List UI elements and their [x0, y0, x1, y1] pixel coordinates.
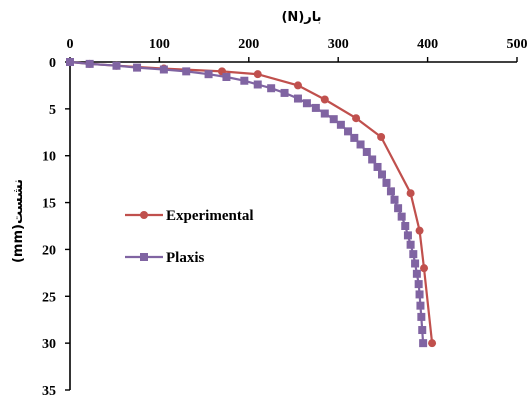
data-point-plaxis: [204, 70, 213, 79]
data-point-experimental: [352, 114, 361, 123]
y-tick-label: 5: [49, 103, 56, 118]
data-point-plaxis: [397, 212, 406, 221]
data-point-plaxis: [240, 76, 249, 85]
data-point-plaxis: [85, 59, 94, 68]
series-line-plaxis: [69, 60, 425, 344]
data-point-plaxis: [350, 133, 359, 142]
data-point-plaxis: [329, 115, 338, 124]
data-point-experimental: [293, 81, 302, 90]
data-point-experimental: [320, 95, 329, 104]
data-point-plaxis: [382, 178, 391, 187]
x-axis: 0 100 200 300 400 500: [67, 37, 528, 63]
data-point-plaxis: [66, 58, 74, 66]
data-point-plaxis: [417, 312, 426, 321]
data-point-plaxis: [280, 88, 289, 97]
legend-item-experimental: Experimental: [125, 208, 254, 224]
data-point-experimental: [406, 189, 415, 198]
series-line-experimental: [69, 60, 434, 344]
data-point-plaxis: [390, 195, 399, 204]
data-point-plaxis: [411, 259, 420, 268]
data-point-plaxis: [159, 65, 168, 74]
data-point-plaxis: [368, 155, 377, 164]
data-point-plaxis: [344, 127, 353, 136]
data-point-experimental: [377, 132, 386, 141]
y-tick-label: 25: [42, 290, 56, 305]
data-point-plaxis: [362, 147, 371, 156]
data-point-plaxis: [356, 140, 365, 149]
data-point-plaxis: [406, 240, 415, 249]
x-tick-label: 0: [67, 37, 74, 52]
data-point-experimental: [415, 226, 424, 235]
y-tick-label: 35: [42, 384, 56, 399]
y-tick-label: 20: [42, 243, 56, 258]
x-tick-label: 500: [507, 37, 528, 52]
data-point-plaxis: [222, 72, 231, 81]
legend: Experimental Plaxis: [125, 208, 254, 266]
data-point-plaxis: [419, 339, 428, 348]
data-point-plaxis: [133, 63, 142, 72]
data-point-plaxis: [412, 269, 421, 278]
data-point-plaxis: [414, 280, 423, 289]
data-point-plaxis: [311, 103, 320, 112]
data-point-experimental: [420, 264, 429, 273]
x-tick-label: 300: [328, 37, 349, 52]
data-point-plaxis: [336, 120, 345, 129]
data-point-plaxis: [320, 109, 329, 118]
data-point-plaxis: [394, 204, 403, 213]
data-point-plaxis: [253, 80, 262, 89]
data-point-plaxis: [302, 99, 311, 108]
data-point-experimental: [253, 70, 262, 79]
data-point-plaxis: [415, 290, 424, 299]
data-point-plaxis: [409, 250, 418, 259]
data-point-plaxis: [112, 61, 121, 70]
x-tick-label: 400: [417, 37, 438, 52]
legend-marker-plaxis: [140, 253, 148, 261]
legend-item-plaxis: Plaxis: [125, 250, 204, 266]
y-tick-label: 10: [42, 150, 56, 165]
y-axis: 0 5 10 15 20 25 30 35: [42, 56, 71, 399]
data-point-plaxis: [386, 187, 395, 196]
data-point-plaxis: [378, 170, 387, 179]
y-tick-label: 15: [42, 197, 56, 212]
data-point-plaxis: [267, 84, 276, 93]
y-tick-label: 30: [42, 337, 56, 352]
legend-marker-experimental: [140, 211, 148, 219]
y-axis-title: نشست(mm): [11, 179, 26, 263]
data-point-plaxis: [293, 94, 302, 103]
data-point-plaxis: [401, 222, 410, 230]
data-point-experimental: [428, 339, 437, 348]
legend-label-experimental: Experimental: [166, 208, 254, 224]
x-axis-title: بار(N): [281, 10, 321, 25]
x-tick-label: 100: [149, 37, 170, 52]
data-point-plaxis: [373, 162, 382, 171]
data-point-plaxis: [182, 67, 191, 76]
y-tick-label: 0: [49, 56, 56, 71]
series-layer: [66, 58, 437, 348]
data-point-plaxis: [416, 301, 425, 310]
x-tick-label: 200: [238, 37, 259, 52]
legend-label-plaxis: Plaxis: [166, 250, 204, 266]
data-point-plaxis: [418, 326, 427, 335]
data-point-plaxis: [403, 231, 412, 240]
